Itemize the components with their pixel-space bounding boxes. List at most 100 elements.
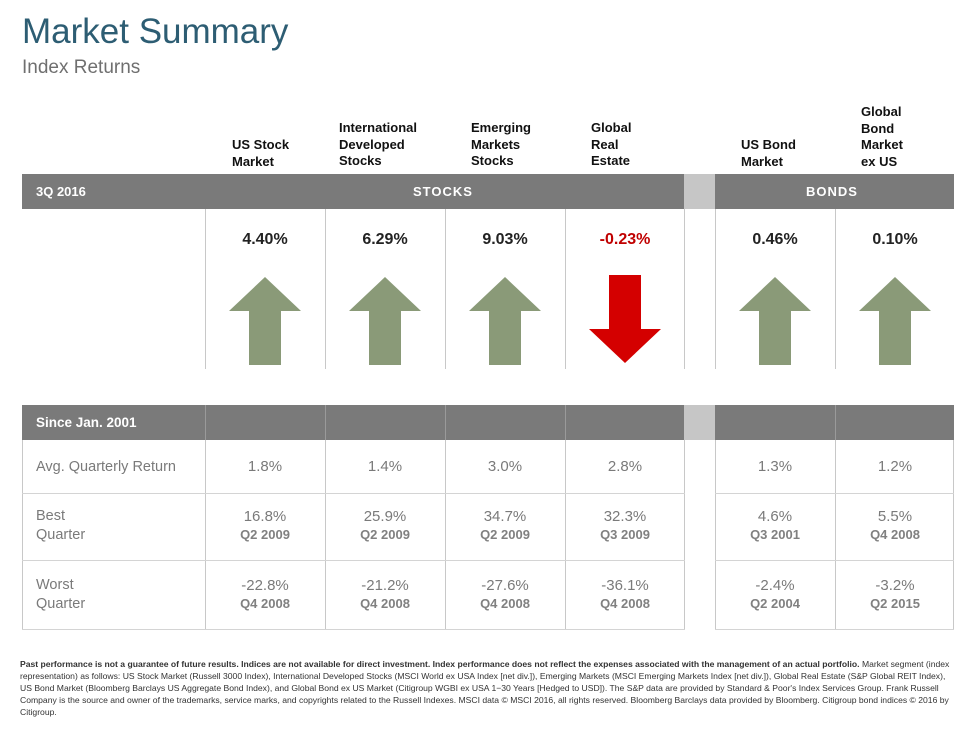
column-header: Global Real Estate [591,120,632,168]
up-arrow-icon [859,277,931,365]
grid-divider [205,440,206,629]
up-arrow-icon [469,277,541,365]
band-cell-divider [205,405,206,440]
band-cell-divider [325,405,326,440]
worst-quarter-date: Q4 2008 [480,596,530,611]
column-header: US Stock Market [232,137,290,169]
arrow-shape [739,277,811,365]
worst-quarter-date: Q2 2015 [870,596,920,611]
best-quarter-value: 16.8% [243,508,287,525]
worst-quarter-cell: -2.4% Q2 2004 [715,577,835,613]
avg-return-cell: 1.4% [325,458,445,476]
worst-quarter-value: -22.8% [241,577,289,594]
grid-row-divider [715,493,954,494]
column-header: Emerging Markets Stocks [471,120,531,168]
arrow-shape [589,275,661,363]
stocks-label: STOCKS [413,184,473,199]
up-arrow-icon [349,277,421,365]
worst-quarter-value: -27.6% [481,577,529,594]
band-cell-divider [835,405,836,440]
best-quarter-value: 5.5% [877,508,913,525]
worst-quarter-date: Q4 2008 [240,596,290,611]
best-quarter-cell: 32.3% Q3 2009 [565,508,685,544]
best-quarter-value: 34.7% [483,508,527,525]
return-value: 9.03% [482,231,528,248]
best-quarter-date: Q2 2009 [480,527,530,542]
column-header: US Bond Market [741,137,796,169]
worst-quarter-cell: -3.2% Q2 2015 [835,577,955,613]
footnote: Past performance is not a guarantee of f… [20,658,950,718]
grid-row-divider [715,560,954,561]
avg-return-cell: 1.8% [205,458,325,476]
row-label-worst: Worst Quarter [36,577,86,612]
avg-return-cell: 1.3% [715,458,835,476]
grid-row-divider [715,629,954,630]
up-arrow-icon [739,277,811,365]
grid-divider [565,440,566,629]
avg-return-value: 1.8% [247,458,283,475]
band-cell-divider [565,405,566,440]
band-separator [684,174,715,209]
return-value: 0.46% [752,231,798,248]
best-quarter-cell: 16.8% Q2 2009 [205,508,325,544]
best-quarter-date: Q3 2009 [600,527,650,542]
worst-quarter-value: -2.4% [755,577,795,594]
column-divider [445,209,446,369]
return-value: 6.29% [362,231,408,248]
avg-return-value: 3.0% [487,458,523,475]
avg-return-value: 1.2% [877,458,913,475]
best-quarter-cell: 25.9% Q2 2009 [325,508,445,544]
up-arrow-icon [229,277,301,365]
avg-return-cell: 1.2% [835,458,955,476]
return-value: -0.23% [599,231,651,248]
arrow-shape [349,277,421,365]
column-divider [565,209,566,369]
column-divider [325,209,326,369]
column-divider [205,209,206,369]
band-cell-divider [445,405,446,440]
grid-divider [325,440,326,629]
best-quarter-cell: 5.5% Q4 2008 [835,508,955,544]
avg-return-cell: 3.0% [445,458,565,476]
arrow-shape [469,277,541,365]
best-quarter-date: Q3 2001 [750,527,800,542]
grid-divider [835,440,836,629]
grid-row-divider [22,629,685,630]
worst-quarter-date: Q2 2004 [750,596,800,611]
return-value: 4.40% [242,231,288,248]
worst-quarter-value: -3.2% [875,577,915,594]
grid-divider [445,440,446,629]
best-quarter-date: Q2 2009 [240,527,290,542]
worst-quarter-date: Q4 2008 [600,596,650,611]
quarter-header-band [22,174,954,209]
best-quarter-cell: 4.6% Q3 2001 [715,508,835,544]
worst-quarter-date: Q4 2008 [360,596,410,611]
worst-quarter-cell: -22.8% Q4 2008 [205,577,325,613]
return-value: 0.10% [872,231,918,248]
column-divider [684,209,685,369]
band-separator [684,405,715,440]
worst-quarter-value: -21.2% [361,577,409,594]
row-label-avg: Avg. Quarterly Return [36,459,176,475]
since-header-band [22,405,954,440]
best-quarter-value: 25.9% [363,508,407,525]
worst-quarter-cell: -27.6% Q4 2008 [445,577,565,613]
best-quarter-date: Q4 2008 [870,527,920,542]
column-divider [835,209,836,369]
row-label-best: Best Quarter [36,508,86,543]
page-subtitle: Index Returns [22,57,141,78]
page-title: Market Summary [22,12,289,51]
bonds-label: BONDS [806,184,858,199]
grid-row-divider [22,560,685,561]
avg-return-value: 2.8% [607,458,643,475]
avg-return-value: 1.3% [757,458,793,475]
arrow-shape [229,277,301,365]
footnote-disclaimer: Past performance is not a guarantee of f… [20,659,860,669]
avg-return-value: 1.4% [367,458,403,475]
grid-divider [715,440,716,629]
best-quarter-cell: 34.7% Q2 2009 [445,508,565,544]
grid-divider [953,440,954,629]
since-label: Since Jan. 2001 [36,415,137,430]
arrow-shape [859,277,931,365]
grid-row-divider [22,493,685,494]
